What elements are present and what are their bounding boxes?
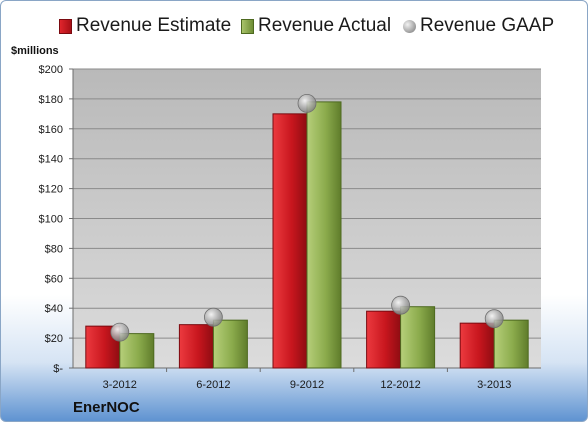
bar-revenue-estimate-9-2012 <box>272 113 308 369</box>
y-axis-units-label: $millions <box>11 45 59 57</box>
legend-label-revenue-gaap: Revenue GAAP <box>420 15 555 36</box>
bar-revenue-actual-12-2012 <box>400 306 436 369</box>
y-tick-label: $100 <box>39 214 63 226</box>
marker-revenue-gaap-3-2013 <box>484 309 504 329</box>
y-tick-label: $160 <box>39 124 63 136</box>
legend-label-revenue-estimate: Revenue Estimate <box>76 15 232 36</box>
legend-label-revenue-actual: Revenue Actual <box>258 15 392 36</box>
legend-swatch-revenue-estimate <box>59 18 72 34</box>
y-tick-label: $140 <box>39 154 63 166</box>
marker-revenue-gaap-3-2012 <box>110 322 130 342</box>
y-tick-label: $40 <box>45 303 63 315</box>
x-tick-label-6-2012: 6-2012 <box>196 379 230 391</box>
bar-revenue-actual-9-2012 <box>306 101 342 369</box>
marker-revenue-gaap-6-2012 <box>203 307 223 327</box>
bar-revenue-actual-6-2012 <box>212 319 248 369</box>
y-tick-label: $- <box>53 363 63 375</box>
y-tick-label: $180 <box>39 94 63 106</box>
bar-revenue-actual-3-2013 <box>493 319 529 369</box>
y-tick-label: $60 <box>45 273 63 285</box>
legend-item-revenue-actual: Revenue Actual <box>241 15 391 37</box>
x-tick-label-9-2012: 9-2012 <box>290 379 324 391</box>
bar-revenue-estimate-12-2012 <box>366 310 402 369</box>
legend-marker-revenue-gaap <box>403 19 416 33</box>
bar-revenue-estimate-6-2012 <box>178 324 214 369</box>
marker-revenue-gaap-12-2012 <box>391 295 411 315</box>
y-tick-label: $200 <box>39 64 63 76</box>
marker-revenue-gaap-9-2012 <box>297 93 317 113</box>
y-tick-label: $80 <box>45 243 63 255</box>
legend-item-revenue-gaap: Revenue GAAP <box>403 15 554 37</box>
brand-label: EnerNOC <box>73 399 140 416</box>
chart-legend: Revenue Estimate Revenue Actual Revenue … <box>1 15 587 41</box>
x-tick-label-12-2012: 12-2012 <box>380 379 420 391</box>
x-tick-label-3-2012: 3-2012 <box>103 379 137 391</box>
y-tick-label: $120 <box>39 184 63 196</box>
x-tick-label-3-2013: 3-2013 <box>477 379 511 391</box>
legend-item-revenue-estimate: Revenue Estimate <box>59 15 231 37</box>
y-tick-label: $20 <box>45 333 63 345</box>
bar-revenue-estimate-3-2013 <box>459 322 495 369</box>
legend-swatch-revenue-actual <box>241 18 254 34</box>
